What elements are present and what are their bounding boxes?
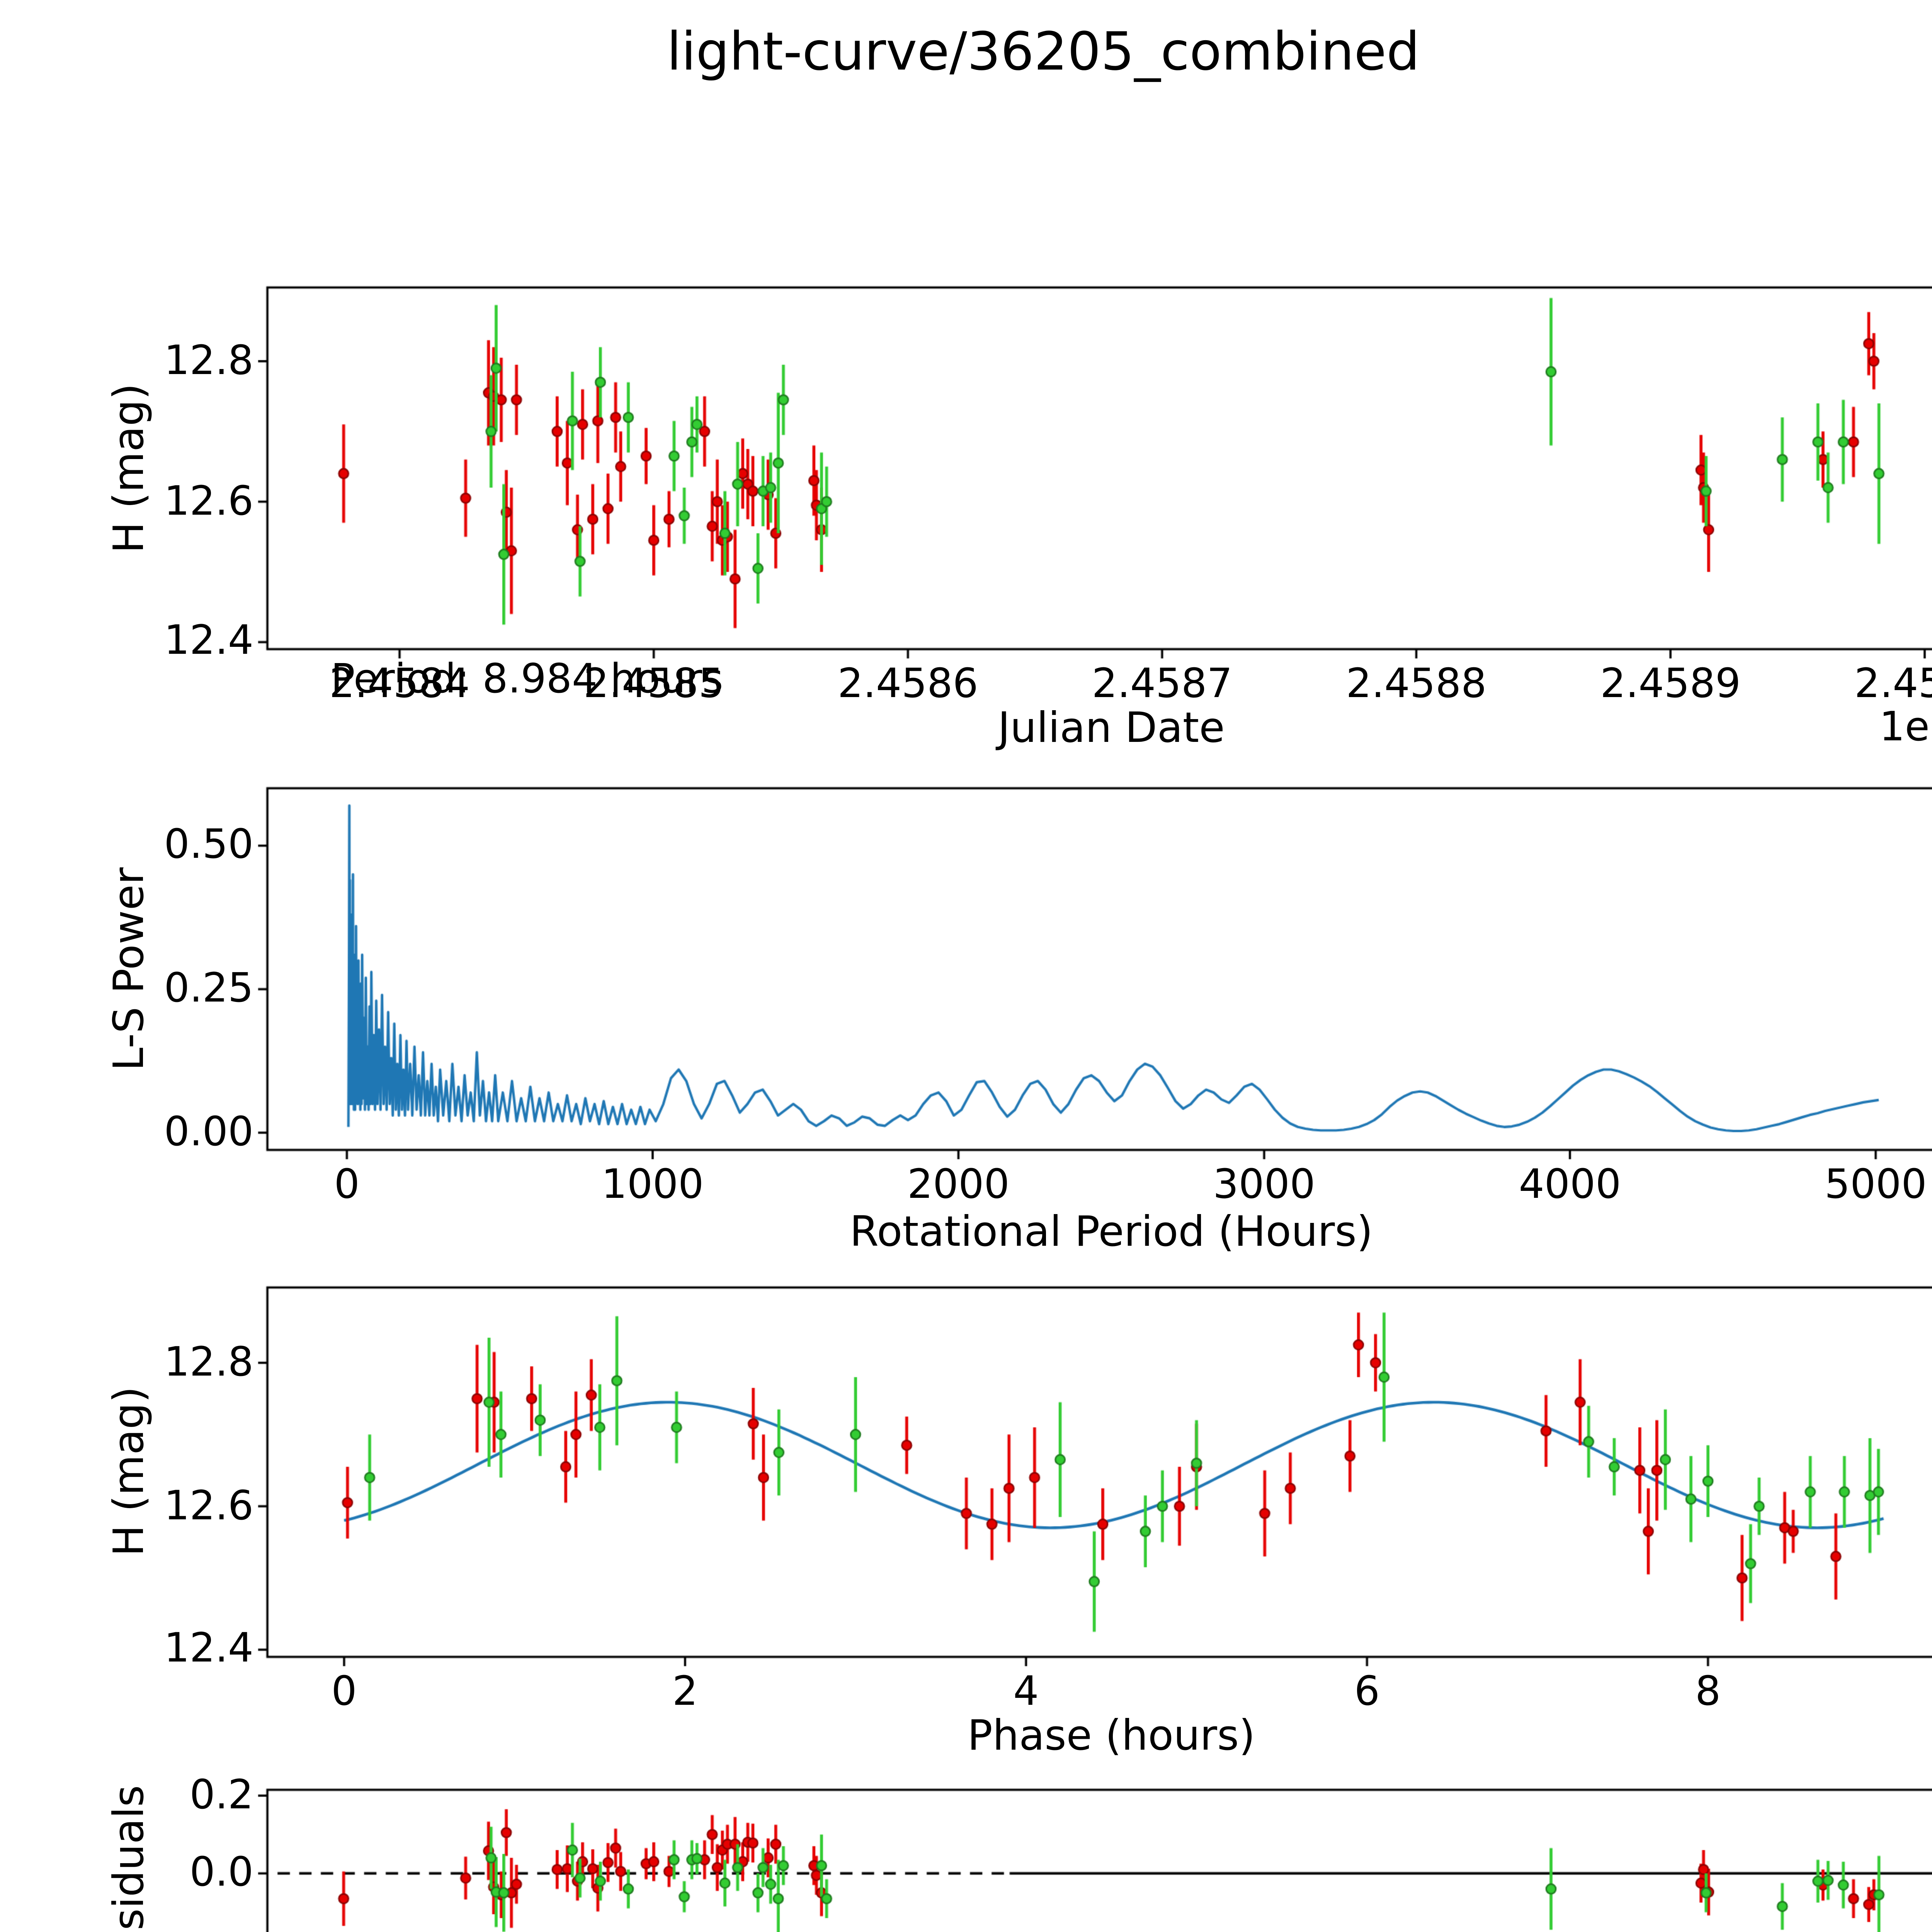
y-tick-label: 12.4 <box>164 619 253 665</box>
x-tick-label: 2.4587 <box>1092 662 1233 708</box>
offset-text-lightcurve: 1e6 <box>1879 705 1932 751</box>
x-tick-label: 2.4586 <box>837 662 978 708</box>
x-tick-label: 2.4589 <box>1600 662 1741 708</box>
x-tick-label: 6 <box>1354 1669 1380 1716</box>
y-tick-label: 12.8 <box>164 1339 253 1386</box>
x-tick-label: 2.4584 <box>329 662 470 708</box>
y-tick-label: 0.2 <box>189 1772 253 1819</box>
x-tick-label: 0 <box>334 1162 360 1209</box>
x-tick-label: 1000 <box>601 1162 704 1209</box>
xlabel-periodogram: Rotational Period (Hours) <box>850 1209 1373 1257</box>
x-tick-label: 2 <box>672 1669 698 1716</box>
ylabel-phase: H (mag) <box>106 1386 154 1556</box>
ylabel-periodogram: L-S Power <box>106 867 154 1071</box>
ylabel-residuals: Residuals <box>106 1785 154 1932</box>
x-tick-label: 8 <box>1695 1669 1721 1716</box>
x-tick-label: 2000 <box>907 1162 1010 1209</box>
y-tick-label: 0.0 <box>189 1850 253 1897</box>
x-tick-label: 0 <box>331 1669 357 1716</box>
xlabel-lightcurve: Julian Date <box>998 705 1225 753</box>
x-tick-label: 2.4588 <box>1346 662 1487 708</box>
x-tick-label: 2.4585 <box>583 662 724 708</box>
y-tick-label: 12.6 <box>164 478 253 525</box>
x-tick-label: 2.4590 <box>1854 662 1932 708</box>
x-tick-label: 5000 <box>1824 1162 1927 1209</box>
y-tick-label: 12.6 <box>164 1483 253 1530</box>
period-annotation: Period: 8.984 hours <box>331 657 723 703</box>
x-tick-label: 4000 <box>1519 1162 1621 1209</box>
y-tick-label: 12.8 <box>164 338 253 384</box>
y-tick-label: 0.50 <box>164 822 253 869</box>
figure-title: light-curve/36205_combined <box>667 22 1420 83</box>
x-tick-label: 4 <box>1013 1669 1039 1716</box>
xlabel-phase: Phase (hours) <box>967 1713 1255 1760</box>
y-tick-label: 0.25 <box>164 966 253 1012</box>
x-tick-label: 3000 <box>1213 1162 1315 1209</box>
y-tick-label: 0.00 <box>164 1109 253 1156</box>
ylabel-lightcurve: H (mag) <box>106 383 154 553</box>
y-tick-label: 12.4 <box>164 1626 253 1673</box>
